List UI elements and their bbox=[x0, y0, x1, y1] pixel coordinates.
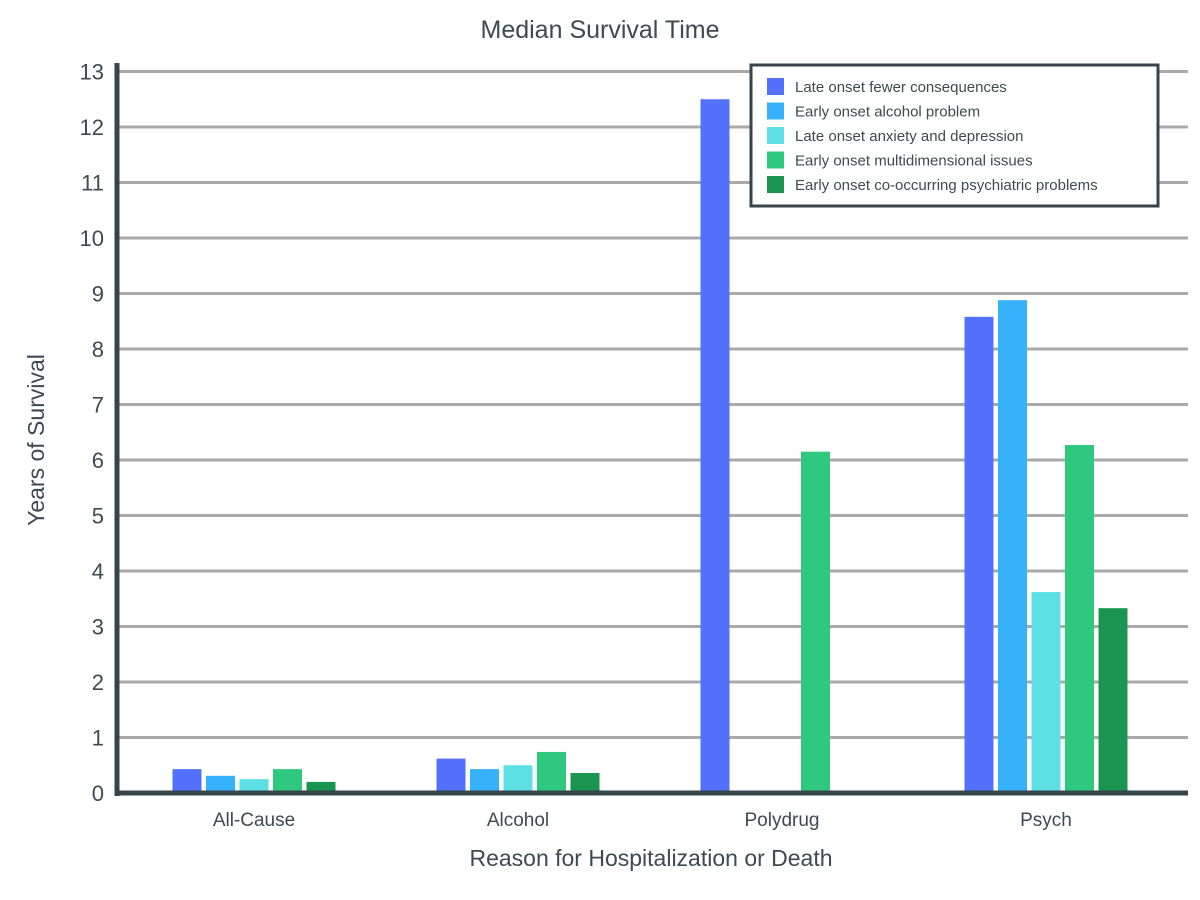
bar bbox=[470, 769, 499, 793]
bar bbox=[1098, 608, 1128, 793]
legend-label: Early onset multidimensional issues bbox=[795, 153, 1033, 170]
bar bbox=[998, 300, 1027, 793]
bars bbox=[172, 99, 1128, 793]
bar bbox=[700, 99, 730, 793]
legend-swatch bbox=[767, 176, 784, 193]
bar bbox=[801, 451, 830, 793]
legend-swatch bbox=[767, 127, 784, 144]
x-tick-label: Polydrug bbox=[745, 810, 820, 831]
legend-swatch bbox=[767, 78, 784, 95]
legend-swatch bbox=[767, 102, 784, 120]
y-tick-label: 1 bbox=[92, 726, 104, 751]
bar bbox=[537, 751, 566, 793]
bar bbox=[503, 765, 533, 793]
x-axis-label: Reason for Hospitalization or Death bbox=[469, 845, 832, 871]
bar bbox=[1065, 445, 1094, 793]
bar bbox=[206, 775, 235, 793]
x-tick-label: Alcohol bbox=[487, 810, 549, 831]
x-tick-label: All-Cause bbox=[213, 810, 295, 831]
bar bbox=[273, 769, 302, 793]
legend: Late onset fewer consequences Early onset… bbox=[749, 63, 1160, 208]
y-tick-label: 9 bbox=[92, 282, 104, 307]
legend-swatch bbox=[767, 151, 784, 169]
legend-label: Late onset anxiety and depression bbox=[795, 128, 1024, 145]
bar bbox=[239, 779, 269, 793]
bar bbox=[964, 316, 994, 793]
y-tick-label: 13 bbox=[80, 60, 104, 85]
y-tick-label: 3 bbox=[92, 615, 104, 640]
y-tick-label: 10 bbox=[80, 226, 104, 251]
bar bbox=[570, 773, 600, 793]
x-tick-label: Psych bbox=[1020, 810, 1072, 831]
legend-label: Early onset alcohol problem bbox=[795, 104, 980, 121]
legend-box bbox=[749, 63, 1160, 208]
y-tick-label: 6 bbox=[92, 448, 104, 473]
bar bbox=[1031, 592, 1061, 793]
bar bbox=[306, 781, 336, 793]
chart-title: Median Survival Time bbox=[481, 16, 720, 44]
legend-label: Late onset fewer consequences bbox=[795, 79, 1007, 96]
y-tick-label: 0 bbox=[92, 781, 104, 806]
legend-label: Early onset co-occurring psychiatric pro… bbox=[795, 177, 1098, 194]
x-axis-categories: All-Cause Alcohol Polydrug Psych bbox=[213, 810, 1072, 831]
y-tick-label: 2 bbox=[92, 670, 104, 695]
y-tick-label: 8 bbox=[92, 337, 104, 362]
y-tick-label: 12 bbox=[80, 115, 104, 140]
bar bbox=[436, 758, 466, 793]
bar bbox=[172, 769, 202, 793]
y-tick-label: 11 bbox=[81, 171, 104, 196]
y-tick-label: 7 bbox=[92, 393, 104, 418]
y-tick-label: 5 bbox=[92, 504, 104, 529]
y-tick-label: 4 bbox=[92, 559, 104, 584]
y-axis-label: Years of Survival bbox=[23, 354, 49, 526]
